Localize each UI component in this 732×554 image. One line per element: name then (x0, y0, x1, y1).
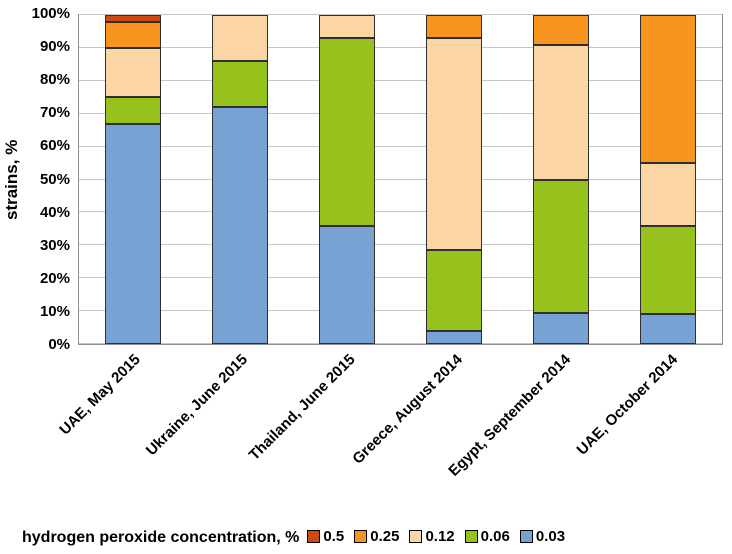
bar-segment-0.25 (426, 15, 483, 39)
x-axis-label: Egypt, September 2014 (445, 351, 574, 480)
bar-segment-0.25 (533, 15, 590, 45)
y-tick-label: 70% (39, 104, 70, 122)
bar-segment-0.03 (426, 330, 483, 344)
stacked-bar (533, 15, 590, 344)
y-tick-label: 100% (31, 5, 70, 22)
stacked-bar (104, 15, 161, 344)
bar-segment-0.12 (426, 38, 483, 251)
bar-segment-0.03 (211, 107, 268, 344)
gridline (79, 112, 722, 114)
bar-slot (615, 15, 722, 344)
bar-segment-0.12 (640, 163, 697, 226)
legend-label: 0.25 (370, 528, 400, 545)
x-axis-label: UAE, October 2014 (573, 351, 682, 459)
plot-area (78, 14, 723, 345)
bar-segment-0.06 (640, 225, 697, 315)
bar-segment-0.03 (104, 123, 161, 344)
legend-swatch (354, 530, 368, 543)
x-axis-labels: UAE, May 2015 Ukraine, June 2015 Thailand,… (56, 349, 723, 499)
legend-title: hydrogen peroxide concentration, % (22, 529, 300, 546)
y-tick-label: 30% (39, 236, 70, 254)
y-tick-label: 0% (48, 336, 70, 353)
stacked-bar (640, 15, 697, 344)
y-tick-label: 90% (39, 38, 70, 56)
bar-segment-0.25 (104, 21, 161, 48)
bar-segment-0.5 (104, 15, 161, 22)
bar-slot (293, 15, 400, 344)
x-axis-label: Thailand, June 2015 (245, 351, 359, 464)
bar-slot (186, 15, 293, 344)
legend: hydrogen peroxide concentration, % 0.5 0.… (22, 528, 575, 548)
legend-swatch (409, 530, 423, 543)
legend-label: 0.06 (480, 528, 510, 545)
x-axis-label: Ukraine, June 2015 (143, 351, 252, 460)
gridline (79, 14, 722, 15)
y-axis-tick-labels: 0% 10% 20% 30% 40% 50% 60% 70% 80% 90% 100% (0, 0, 72, 370)
legend-label: 0.03 (535, 528, 566, 545)
bar-segment-0.12 (318, 15, 375, 39)
gridline (79, 79, 722, 81)
y-tick-label: 50% (39, 170, 70, 188)
legend-item: 0.25 (354, 528, 399, 545)
bar-slot (508, 15, 615, 344)
gridline (79, 178, 722, 180)
bar-slot (79, 15, 186, 344)
bar-segment-0.25 (640, 15, 697, 164)
gridline (79, 46, 722, 48)
bars-container (79, 15, 722, 344)
bar-slot (401, 15, 508, 344)
bar-segment-0.03 (533, 312, 590, 344)
bar-segment-0.12 (104, 47, 161, 98)
bar-segment-0.06 (318, 38, 375, 226)
bar-segment-0.06 (426, 250, 483, 331)
legend-label: 0.12 (425, 528, 455, 545)
bar-segment-0.06 (211, 61, 268, 108)
y-tick-label: 20% (39, 269, 70, 287)
legend-label: 0.5 (323, 528, 345, 545)
y-tick-label: 40% (39, 203, 70, 221)
gridline (79, 244, 722, 246)
y-tick-label: 60% (39, 137, 70, 155)
stacked-bar (426, 15, 483, 344)
stacked-bar (318, 15, 375, 344)
y-tick-label: 80% (39, 71, 70, 89)
bar-segment-0.06 (533, 179, 590, 313)
bar-segment-0.06 (104, 97, 161, 124)
x-axis-label: Greece, August 2014 (349, 351, 467, 468)
bar-segment-0.03 (640, 314, 697, 344)
legend-item: 0.03 (519, 528, 566, 545)
bar-segment-0.03 (318, 225, 375, 344)
gridline (79, 310, 722, 312)
gridline (79, 145, 722, 147)
legend-item: 0.12 (409, 528, 455, 545)
legend-item: 0.5 (307, 528, 344, 545)
legend-item: 0.06 (464, 528, 510, 545)
bar-segment-0.12 (533, 44, 590, 180)
stacked-bar (211, 15, 268, 344)
y-tick-label: 10% (39, 302, 70, 320)
legend-swatch (519, 530, 533, 543)
gridline (79, 211, 722, 213)
legend-items: 0.5 0.25 0.12 0.06 0.03 (307, 528, 575, 548)
legend-swatch (307, 530, 321, 543)
gridline (79, 343, 722, 344)
legend-swatch (464, 530, 478, 543)
gridline (79, 277, 722, 279)
bar-segment-0.12 (211, 15, 268, 62)
